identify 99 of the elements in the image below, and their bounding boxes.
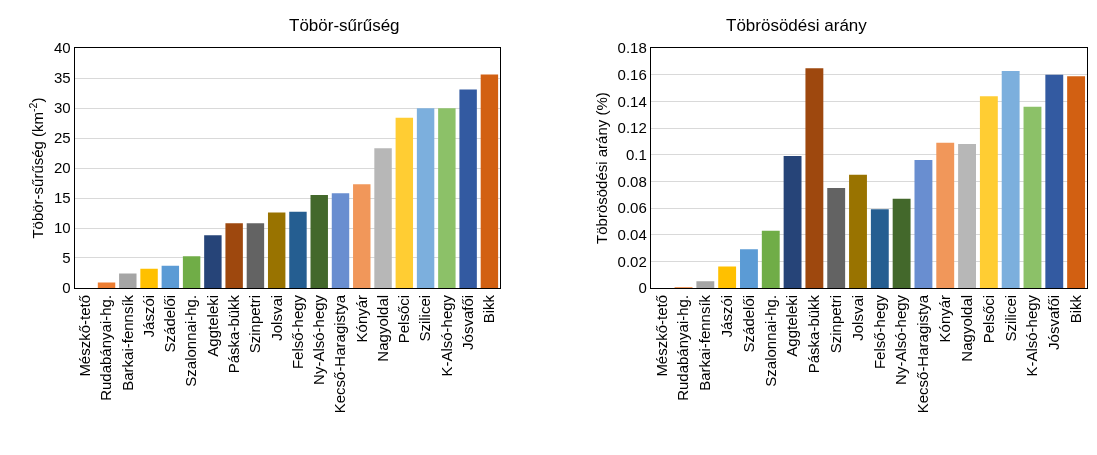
y-tick-label: 5 — [62, 249, 71, 267]
y-tick-label: 0.14 — [617, 92, 647, 110]
bar — [718, 266, 737, 288]
x-tick-label: Kónyár — [352, 294, 370, 343]
bar — [140, 268, 158, 288]
x-tick-label: Nagyoldal — [957, 294, 975, 362]
bar — [827, 188, 846, 288]
bar — [870, 209, 889, 288]
bar — [480, 74, 499, 288]
y-tick-label: 15 — [53, 189, 71, 207]
bar — [289, 211, 307, 288]
bar — [395, 117, 414, 288]
x-tick-label: Felső-hegy — [288, 294, 306, 370]
x-tick-label: Jósvafői — [459, 294, 477, 350]
x-tick-label: Ny-Alsó-hegy — [310, 294, 328, 385]
x-tick-label: Rudabányai-hg. — [97, 294, 115, 401]
x-tick-label: Bikk — [480, 294, 498, 324]
y-tick-label: 0.02 — [617, 252, 647, 270]
chart-title: Töbrösödési arány — [726, 16, 868, 35]
y-tick-label: 10 — [53, 219, 71, 237]
bar — [459, 89, 477, 288]
x-tick-label: Felső-hegy — [870, 294, 888, 370]
x-tick-label: Jolsvai — [267, 294, 285, 341]
x-tick-label: K-Alsó-hegy — [1023, 294, 1041, 377]
x-tick-label: K-Alsó-hegy — [437, 294, 455, 377]
x-tick-label: Bikk — [1066, 294, 1084, 324]
bar — [161, 265, 180, 288]
bar — [182, 256, 201, 288]
x-tick-label: Jászói — [718, 294, 736, 338]
bar — [374, 148, 392, 288]
y-tick-label: 0 — [638, 279, 647, 297]
x-tick-label: Szádelői — [161, 294, 179, 353]
x-tick-label: Kónyár — [936, 294, 954, 343]
bar — [97, 282, 116, 288]
y-tick-label: 0.08 — [617, 172, 647, 190]
x-tick-label: Aggteleki — [203, 294, 221, 357]
x-tick-label: Barkai-fennsík — [118, 294, 136, 391]
bar — [958, 144, 976, 288]
y-tick-label: 0.12 — [617, 119, 647, 137]
bar — [331, 193, 350, 288]
bar — [119, 273, 137, 288]
x-tick-label: Pelsőci — [979, 294, 997, 344]
x-tick-label: Jósvafői — [1045, 294, 1063, 350]
y-tick-label: 0 — [62, 279, 71, 297]
y-tick-label: 0.18 — [617, 39, 647, 57]
x-tick-label: Kecső-Haragistya — [331, 294, 349, 414]
bar — [696, 281, 715, 288]
chart-title: Töbör-sűrűség — [289, 16, 400, 35]
bar — [849, 174, 867, 288]
x-tick-label: Szalonnai-hg. — [182, 294, 200, 387]
bar — [761, 230, 780, 288]
bar — [204, 235, 222, 288]
x-tick-label: Jolsvai — [848, 294, 866, 341]
bar — [740, 249, 758, 288]
bar — [310, 195, 328, 288]
x-tick-label: Barkai-fennsík — [696, 294, 714, 391]
bar — [438, 108, 456, 288]
y-tick-label: 40 — [53, 39, 71, 57]
bar — [1023, 106, 1042, 288]
x-tick-label: Szilicei — [416, 294, 434, 342]
x-tick-label: Szádelői — [739, 294, 757, 353]
y-tick-label: 0.06 — [617, 199, 647, 217]
y-tick-label: 0.16 — [617, 66, 647, 84]
x-tick-label: Rudabányai-hg. — [674, 294, 692, 401]
y-tick-label: 0.1 — [625, 146, 647, 164]
x-tick-label: Jászói — [139, 294, 157, 338]
x-tick-label: Mészkő-tető — [652, 294, 670, 377]
x-tick-label: Szilicei — [1001, 294, 1019, 342]
x-tick-label: Pelsőci — [395, 294, 413, 344]
x-tick-label: Nagyoldal — [373, 294, 391, 362]
bar — [914, 160, 933, 288]
x-tick-label: Ny-Alsó-hegy — [892, 294, 910, 385]
y-tick-label: 0.04 — [617, 225, 647, 243]
bar — [267, 212, 286, 288]
bar — [1067, 76, 1086, 288]
bar — [225, 223, 243, 288]
y-tick-label: 35 — [53, 69, 71, 87]
bar — [353, 184, 371, 288]
bar — [936, 142, 955, 288]
bar — [892, 198, 911, 288]
bar — [979, 96, 998, 288]
y-tick-label: 25 — [53, 129, 71, 147]
bar — [783, 156, 802, 288]
x-tick-label: Aggteleki — [783, 294, 801, 357]
x-tick-label: Páska-bükk — [225, 294, 243, 374]
x-tick-label: Szinpetri — [827, 294, 845, 354]
x-tick-label: Mészkő-tető — [76, 294, 94, 377]
x-tick-label: Szalonnai-hg. — [761, 294, 779, 387]
y-tick-label: 20 — [53, 159, 71, 177]
y-tick-label: 30 — [53, 99, 71, 117]
bar — [1001, 70, 1020, 288]
y-axis-title: Töbrösödési arány (%) — [592, 92, 610, 244]
bar — [805, 68, 824, 288]
x-tick-label: Szinpetri — [246, 294, 264, 354]
bar — [246, 223, 265, 288]
bar — [1045, 74, 1064, 288]
x-tick-label: Páska-bükk — [805, 294, 823, 374]
x-tick-label: Kecső-Haragistya — [914, 294, 932, 414]
bar — [416, 108, 435, 288]
